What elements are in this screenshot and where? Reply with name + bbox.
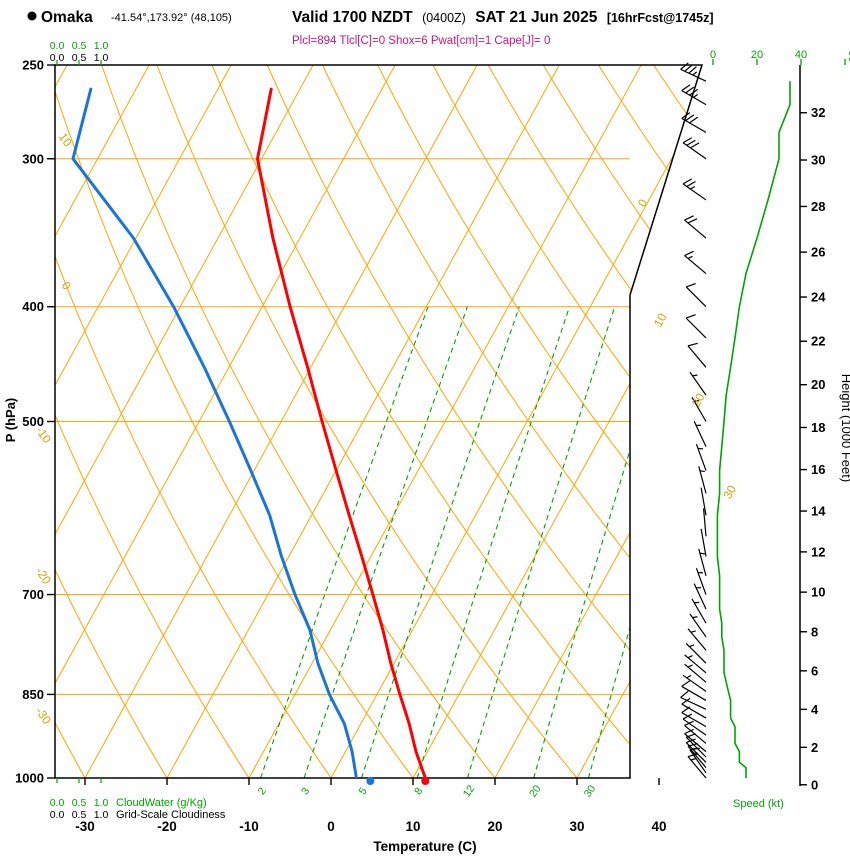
cloudiness-axis-title: Grid-Scale Cloudiness <box>116 809 226 821</box>
speed-scale-label: 20 <box>751 49 763 61</box>
height-tick-label: 12 <box>811 544 825 559</box>
mixing-ratio-label: 20 <box>527 783 544 800</box>
height-tick-label: 30 <box>811 153 825 168</box>
dry-adiabat-label: 0 <box>59 279 74 293</box>
isotherm-label: 0 <box>635 196 651 209</box>
isotherm-label: 10 <box>651 311 670 330</box>
dry-adiabat-label: 10 <box>56 130 75 149</box>
speed-scale-label: 40 <box>795 49 807 61</box>
plot-border <box>54 64 704 779</box>
height-tick-label: 14 <box>811 504 826 519</box>
temperature-tick-label: -10 <box>239 819 259 834</box>
mixing-ratio-label: 5 <box>356 785 369 797</box>
speed-scale-label: 60 <box>846 50 850 62</box>
forecast-tag: [16hrFcst@1745z] <box>607 11 714 25</box>
isotherm-label: 20 <box>689 391 708 410</box>
temperature-tick-label: 40 <box>651 819 666 834</box>
cloudiness-scale-tick: 1.0 <box>94 52 109 64</box>
height-tick-label: 20 <box>811 377 825 392</box>
station-coords: -41.54°,173.92° (48,105) <box>111 12 232 24</box>
cloudiness-scale-tick: 0.5 <box>72 52 87 64</box>
height-tick-label: 18 <box>811 420 825 435</box>
temperature-trace-line <box>256 87 427 778</box>
wind-speed-curve <box>716 81 791 778</box>
speed-profile-line <box>716 81 791 778</box>
cloudiness-scale-tick: 0.0 <box>50 52 65 64</box>
cloudwater-scale-tick: 0.5 <box>72 797 87 809</box>
isotherm-label: 30 <box>720 483 739 502</box>
cloudiness-scale-tick: 1.0 <box>94 809 109 821</box>
height-tick-label: 10 <box>811 585 825 600</box>
pressure-axis-title: P (hPa) <box>3 398 18 443</box>
pressure-tick-label: 500 <box>22 414 44 429</box>
height-tick-label: 4 <box>811 702 819 717</box>
height-tick-label: 24 <box>811 290 826 305</box>
temperature-tick-label: 10 <box>405 819 420 834</box>
station-bullet-icon <box>27 11 37 21</box>
cloudwater-scale-tick: 0.0 <box>50 40 65 52</box>
height-axis-title: Height (1000 Feet) <box>839 374 850 482</box>
height-tick-label: 6 <box>811 663 818 678</box>
speed-scale-label: 0 <box>710 49 716 61</box>
valid-zulu: (0400Z) <box>422 11 466 25</box>
valid-title: Valid 1700 NZDT (0400Z) SAT 21 Jun 2025 … <box>292 9 714 26</box>
temperature-tick-label: 20 <box>487 819 502 834</box>
pressure-tick-label: 400 <box>22 299 44 314</box>
dry-adiabat-label: -30 <box>33 705 55 728</box>
pressure-tick-label: 300 <box>22 151 44 166</box>
cloudwater-scale-tick: 1.0 <box>94 797 109 809</box>
pressure-tick-label: 850 <box>22 687 44 702</box>
mixing-ratio-label: 8 <box>412 785 425 797</box>
cloudiness-scale-tick: 0.0 <box>50 809 65 821</box>
sounding-traces <box>71 87 427 778</box>
height-tick-label: 16 <box>811 462 825 477</box>
height-tick-label: 22 <box>811 334 825 349</box>
cloudwater-axis-title: CloudWater (g/Kg) <box>116 797 207 809</box>
height-tick-label: 0 <box>811 777 818 792</box>
surface-temp-dot <box>421 777 430 785</box>
height-tick-label: 28 <box>811 199 825 214</box>
height-tick-label: 32 <box>811 105 825 120</box>
height-tick-label: 8 <box>811 624 818 639</box>
temperature-axis-title: Temperature (C) <box>373 839 476 854</box>
surface-dewpoint-dot <box>366 777 375 785</box>
valid-prefix: Valid 1700 NZDT <box>292 9 413 26</box>
valid-date: SAT 21 Jun 2025 <box>475 9 597 26</box>
cloudiness-scale-tick: 0.5 <box>72 809 87 821</box>
dry-adiabat-label: -20 <box>33 565 55 588</box>
surface-dots <box>366 777 430 785</box>
pressure-tick-label: 700 <box>22 587 44 602</box>
temperature-tick-label: -20 <box>157 819 177 834</box>
height-tick-label: 2 <box>811 740 818 755</box>
height-tick-label: 26 <box>811 245 825 260</box>
cloudwater-scale-tick: 0.0 <box>50 797 65 809</box>
cloudwater-scale-tick: 0.5 <box>72 40 87 52</box>
wind-barbs <box>680 62 707 779</box>
temperature-tick-label: 0 <box>327 819 335 834</box>
stability-indices: Plcl=894 Tlcl[C]=0 Shox=6 Pwat[cm]=1 Cap… <box>292 35 550 47</box>
mixing-ratio-label: 3 <box>299 785 312 797</box>
cloudwater-scale-tick: 1.0 <box>94 40 109 52</box>
temperature-tick-label: -30 <box>75 819 95 834</box>
pressure-tick-label: 250 <box>22 58 44 73</box>
pressure-tick-label: 1000 <box>15 771 44 786</box>
temperature-tick-label: 30 <box>569 819 584 834</box>
station-name: Omaka <box>41 9 93 26</box>
speed-axis-title: Speed (kt) <box>733 798 784 810</box>
mixing-ratio-label: 12 <box>461 783 478 800</box>
mixing-ratio-label: 2 <box>256 785 269 797</box>
mixing-ratio-label: 30 <box>582 783 599 800</box>
dewpoint-trace-line <box>71 87 358 778</box>
